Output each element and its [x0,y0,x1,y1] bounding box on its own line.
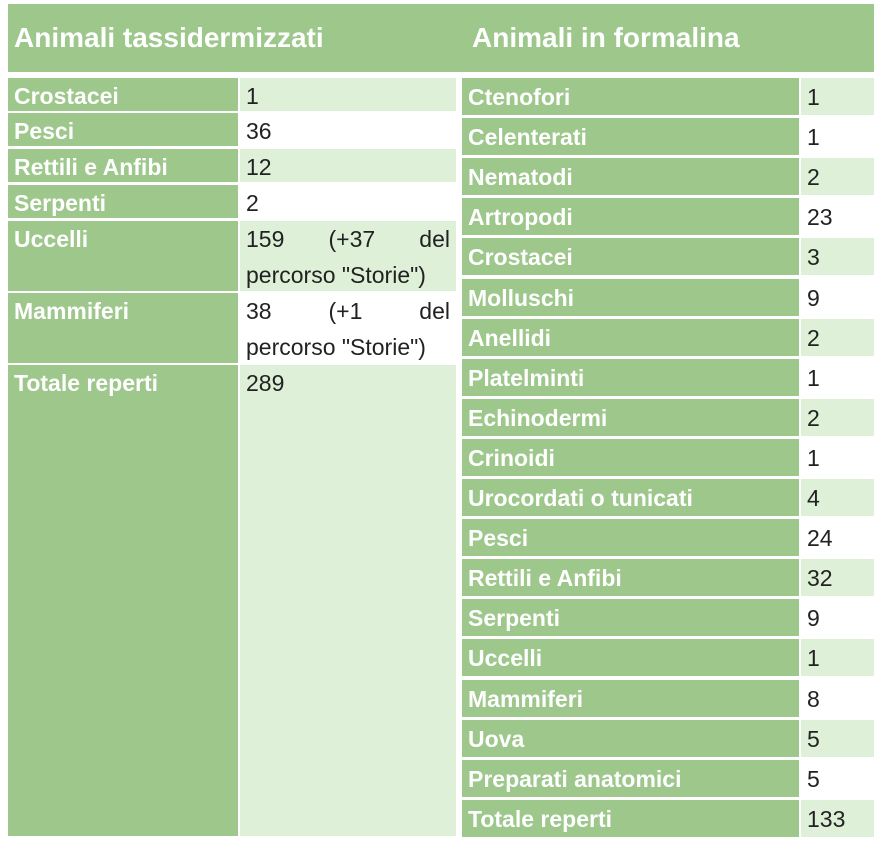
value-part: 38 [246,298,272,324]
right-row-label: Platelminti [462,359,799,396]
value-line2: percorso "Storie") [246,334,426,360]
table-header: Animali tassidermizzati Animali in forma… [8,4,874,72]
right-row-value: 2 [801,399,874,436]
right-row-value: 4 [801,479,874,516]
header-left-title: Animali tassidermizzati [14,22,324,53]
right-row-label: Mammiferi [462,680,799,717]
right-row-label: Artropodi [462,198,799,235]
right-row-value: 2 [801,319,874,356]
right-row-value: 1 [801,78,874,115]
right-row-value: 5 [801,720,874,757]
right-row-label: Molluschi [462,279,799,316]
value-part: 159 [246,226,285,252]
right-row-label: Uova [462,720,799,757]
left-row-label: Serpenti [8,185,238,218]
right-row-label: Nematodi [462,158,799,195]
right-row-label: Celenterati [462,118,799,155]
right-row-value: 23 [801,198,874,235]
right-row-value: 9 [801,279,874,316]
value-part: del [419,226,450,252]
right-row-label: Urocordati o tunicati [462,479,799,516]
right-row-value: 1 [801,639,874,676]
right-row-value: 1 [801,118,874,155]
right-row-label: Ctenofori [462,78,799,115]
right-total-label: Totale reperti [462,800,799,837]
right-row-value: 1 [801,359,874,396]
right-total-value: 133 [801,800,874,837]
right-row-label: Rettili e Anfibi [462,559,799,596]
header-right-title: Animali in formalina [472,22,740,53]
right-row-value: 1 [801,439,874,476]
right-row-label: Serpenti [462,599,799,636]
right-row-label: Preparati anatomici [462,760,799,797]
left-total-value: 289 [240,365,456,836]
value-line2: percorso "Storie") [246,262,426,288]
right-row-label: Echinodermi [462,399,799,436]
right-row-label: Crinoidi [462,439,799,476]
right-row-value: 9 [801,599,874,636]
left-row-value: 1 [240,78,456,111]
right-row-value: 24 [801,519,874,556]
value-part: (+37 [328,226,376,252]
value-part: (+1 [328,298,363,324]
left-row-value: 38 (+1 del percorso "Storie") [240,293,456,363]
right-row-label: Anellidi [462,319,799,356]
left-row-label: Rettili e Anfibi [8,149,238,182]
left-row-label: Uccelli [8,221,238,291]
right-row-value: 5 [801,760,874,797]
right-row-value: 8 [801,680,874,717]
right-row-label: Crostacei [462,238,799,275]
right-row-value: 3 [801,238,874,275]
right-row-label: Uccelli [462,639,799,676]
left-row-value: 159 (+37 del percorso "Storie") [240,221,456,291]
value-part: del [419,298,450,324]
right-row-label: Pesci [462,519,799,556]
left-row-value: 36 [240,113,456,146]
left-total-label: Totale reperti [8,365,238,836]
right-row-value: 32 [801,559,874,596]
right-row-value: 2 [801,158,874,195]
left-row-label: Pesci [8,113,238,146]
left-row-value: 2 [240,185,456,218]
left-row-label: Mammiferi [8,293,238,363]
left-row-value: 12 [240,149,456,182]
left-row-label: Crostacei [8,78,238,111]
